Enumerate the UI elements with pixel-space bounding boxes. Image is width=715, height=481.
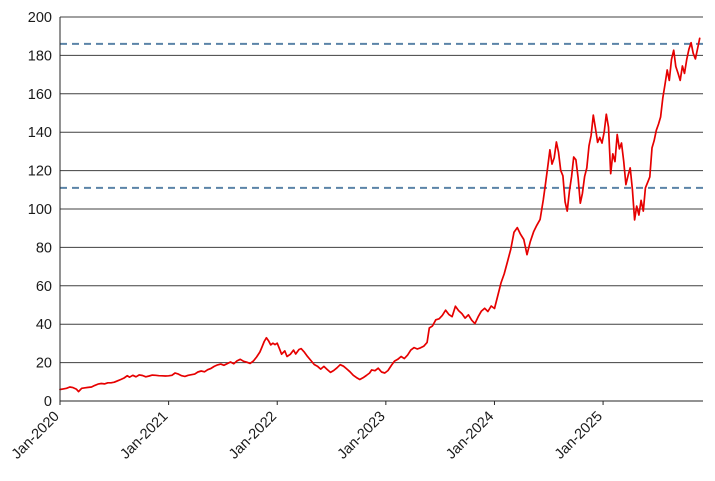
y-axis-tick-label: 200 — [28, 10, 52, 26]
x-axis-tick-label: Jan-2025 — [552, 409, 606, 463]
x-axis-tick-label: Jan-2023 — [335, 409, 389, 463]
y-axis-tick-label: 100 — [28, 202, 52, 218]
gridlines-group — [60, 16, 703, 402]
y-axis-tick-label: 120 — [28, 164, 52, 180]
y-axis-tick-label: 180 — [28, 48, 52, 64]
x-axis-tick-label: Jan-2021 — [117, 409, 171, 463]
y-axis-tick-label: 20 — [36, 356, 52, 372]
y-axis-tick-label: 0 — [44, 394, 52, 410]
x-axis-tick-label: Jan-2024 — [443, 409, 497, 463]
y-axis-tick-label: 80 — [36, 240, 52, 256]
x-axis-labels-group: Jan-2020 Jan-2021 Jan-2022 Jan-2023 Jan-2024… — [9, 409, 606, 463]
price-line-series — [59, 37, 701, 393]
y-axis-tick-label: 60 — [36, 279, 52, 295]
y-axis-tick-label: 140 — [28, 125, 52, 141]
y-axis-tick-label: 160 — [28, 87, 52, 103]
y-axis-labels-group: 0 20 40 60 80 100 120 140 160 180 200 — [28, 10, 52, 410]
series-group — [59, 37, 701, 393]
x-axis-tick-label: Jan-2022 — [226, 409, 280, 463]
axes-group — [59, 17, 703, 405]
y-axis-tick-label: 40 — [36, 317, 52, 333]
x-axis-tick-label: Jan-2020 — [9, 409, 63, 463]
